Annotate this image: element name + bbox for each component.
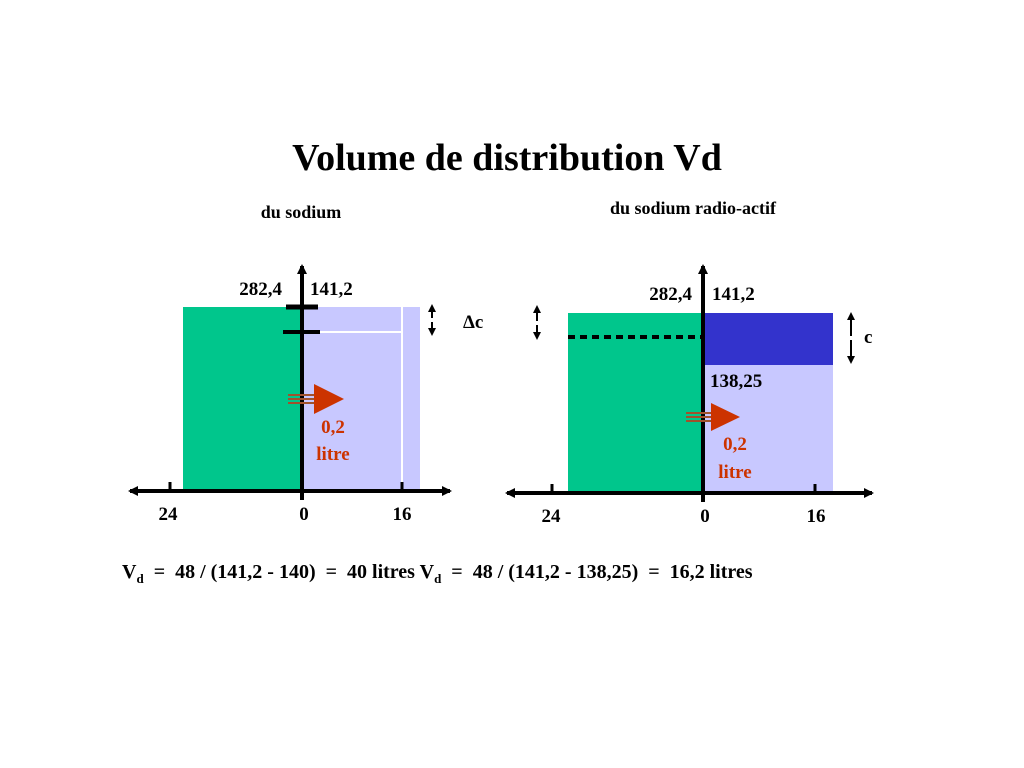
left-diagram: du sodium 24 0 16 282,4 141,2 Δc 0,2 l: [128, 202, 483, 525]
left-subtitle: du sodium: [261, 202, 342, 222]
left-green-compartment: [183, 307, 302, 491]
left-label-141: 141,2: [310, 279, 353, 300]
right-x-label-16: 16: [807, 506, 826, 527]
right-x-label-0: 0: [700, 506, 710, 527]
page-title: Volume de distribution Vd: [292, 137, 722, 179]
right-label-141: 141,2: [712, 284, 755, 305]
formula-left-prefix: V: [122, 561, 137, 583]
right-arrow-label-1: 0,2: [723, 434, 747, 455]
right-x-label-24: 24: [542, 506, 562, 527]
right-green-compartment: [568, 313, 703, 493]
left-arrow-label-2: litre: [316, 444, 349, 465]
formula-left-expr: = 48 / (141,2 - 140) = 40 litres: [144, 561, 420, 583]
left-label-282: 282,4: [239, 279, 282, 300]
right-c-label: c: [864, 327, 872, 348]
formula-right-prefix: V: [420, 561, 435, 583]
right-label-282: 282,4: [649, 284, 692, 305]
right-diagram: du sodium radio-actif 24 0 16 282,4 141,…: [505, 198, 874, 527]
right-label-138: 138,25: [710, 371, 762, 392]
right-arrow-label-2: litre: [718, 462, 751, 483]
left-x-label-16: 16: [393, 504, 412, 525]
left-x-label-0: 0: [299, 504, 309, 525]
formula-left-sub: d: [136, 571, 144, 586]
left-delta-c-label: Δc: [463, 312, 483, 333]
left-arrow-label-1: 0,2: [321, 417, 345, 438]
formula-line: Vd = 48 / (141,2 - 140) = 40 litres Vd =…: [122, 561, 753, 586]
right-red-arrow: [686, 403, 740, 431]
right-blue-compartment: [703, 313, 833, 365]
formula-right-sub: d: [434, 571, 442, 586]
left-x-label-24: 24: [159, 504, 179, 525]
right-subtitle: du sodium radio-actif: [610, 198, 777, 218]
formula-right-expr: = 48 / (141,2 - 138,25) = 16,2 litres: [441, 561, 752, 583]
left-red-arrow: [288, 384, 344, 414]
